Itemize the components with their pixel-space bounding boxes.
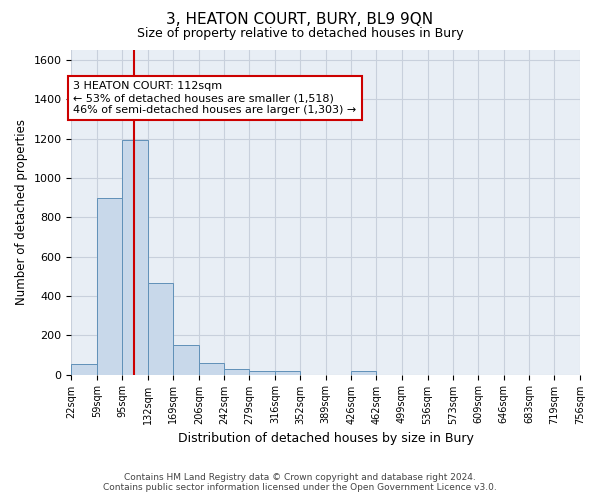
Bar bbox=[148, 283, 173, 374]
Bar bbox=[275, 370, 300, 374]
Text: 3 HEATON COURT: 112sqm
← 53% of detached houses are smaller (1,518)
46% of semi-: 3 HEATON COURT: 112sqm ← 53% of detached… bbox=[73, 82, 357, 114]
Text: Contains HM Land Registry data © Crown copyright and database right 2024.
Contai: Contains HM Land Registry data © Crown c… bbox=[103, 473, 497, 492]
Bar bbox=[71, 364, 97, 374]
X-axis label: Distribution of detached houses by size in Bury: Distribution of detached houses by size … bbox=[178, 432, 473, 445]
Text: 3, HEATON COURT, BURY, BL9 9QN: 3, HEATON COURT, BURY, BL9 9QN bbox=[166, 12, 434, 28]
Text: Size of property relative to detached houses in Bury: Size of property relative to detached ho… bbox=[137, 28, 463, 40]
Bar bbox=[97, 198, 122, 374]
Bar bbox=[352, 370, 376, 374]
Bar bbox=[224, 368, 250, 374]
Bar bbox=[199, 363, 224, 374]
Bar bbox=[250, 370, 275, 374]
Bar bbox=[173, 345, 199, 374]
Y-axis label: Number of detached properties: Number of detached properties bbox=[15, 120, 28, 306]
Bar bbox=[122, 140, 148, 374]
